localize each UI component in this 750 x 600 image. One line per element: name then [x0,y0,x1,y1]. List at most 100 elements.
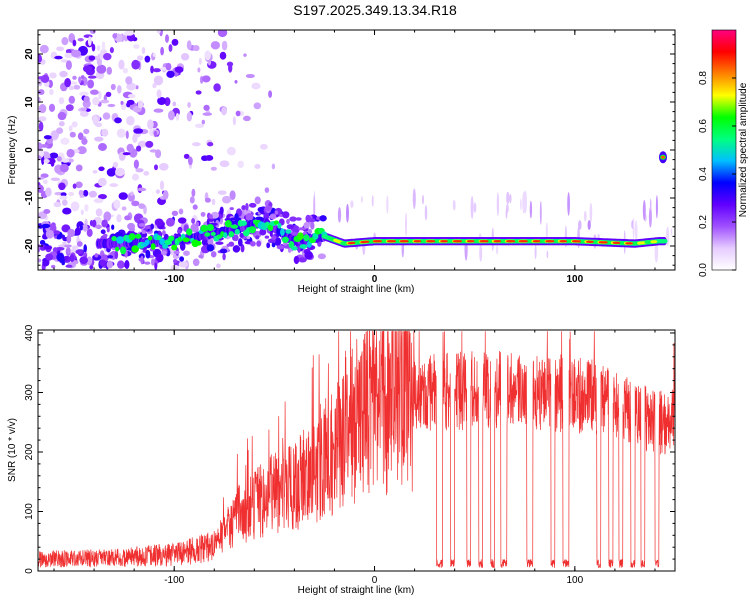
spectrogram-cells [38,30,673,270]
noise-speck [121,206,127,211]
noise-speck [188,156,193,166]
y-tick-label: 0 [24,568,35,574]
ridge-mid [234,228,240,235]
noise-speck [89,30,97,34]
streak [648,206,652,228]
noise-speck [112,33,118,39]
noise-speck [58,121,65,127]
x-tick-label: -100 [164,274,184,285]
noise-speck [122,67,129,74]
streak [655,195,658,219]
noise-speck [133,44,140,49]
streak [520,198,522,211]
noise-speck [242,115,251,122]
band-speck [41,223,51,229]
noise-speck [43,208,51,215]
noise-speck [77,146,87,155]
ridge-mid [291,246,298,251]
noise-speck [65,104,74,112]
band-speck [150,223,155,230]
band-speck [74,227,81,236]
spectrogram-y-label: Frequency (Hz) [7,116,18,185]
noise-speck [38,258,42,263]
noise-speck [59,195,68,200]
noise-speck [109,46,114,54]
noise-speck [155,149,162,159]
noise-speck [60,137,70,145]
noise-speck [87,79,95,89]
noise-speck [221,106,227,116]
noise-speck [38,121,44,132]
streak [422,194,424,205]
ridge-core [562,240,567,243]
noise-speck [137,140,147,148]
noise-speck [54,55,63,60]
noise-speck [61,158,70,163]
noise-speck [76,241,83,247]
band-speck [257,206,264,213]
band-speck [246,236,251,240]
band-speck [61,234,66,240]
band-speck [264,235,270,239]
noise-speck [101,128,109,137]
streak [412,188,416,210]
band-speck [219,248,228,254]
band-speck [271,234,277,241]
ridge-mid [128,233,136,241]
ridge-core [510,240,516,243]
noise-speck [167,110,175,121]
noise-speck [98,177,107,187]
colorbar-tick-label: 0.0 [698,263,709,277]
noise-speck [77,37,84,42]
streak [642,200,646,221]
y-tick-label: 100 [24,503,35,520]
noise-speck [193,45,200,52]
band-speck [45,230,54,239]
noise-speck [156,89,162,99]
band-speck [173,258,178,264]
band-speck [53,230,61,235]
band-speck [206,244,215,252]
streak [452,199,456,211]
ridge-mid [116,236,125,244]
noise-speck [78,189,84,196]
ridge-core [535,240,541,243]
band-speck [286,218,290,225]
colorbar-frame [711,29,737,271]
noise-speck [106,66,113,75]
noise-speck [38,104,47,114]
band-speck [165,217,175,227]
ridge-mid [224,219,232,228]
noise-speck [124,30,134,36]
band-speck [245,213,254,221]
band-speck [259,228,267,236]
ridge-core [416,240,422,243]
noise-speck [75,164,83,172]
noise-speck [232,116,236,126]
streak [345,203,350,223]
streak [473,202,477,213]
band-speck [303,221,310,229]
streak [371,195,374,207]
band-speck [241,205,246,211]
noise-speck [124,215,131,221]
noise-speck [45,187,52,197]
streak [654,240,659,263]
noise-speck [83,95,90,103]
noise-speck [222,253,226,261]
colorbar-tick-label: 0.2 [698,215,709,229]
noise-speck [195,90,202,95]
noise-speck [170,265,180,270]
streak [567,192,570,216]
noise-speck [59,163,69,173]
y-tick-label: 20 [24,48,35,60]
band-speck [106,227,110,233]
noise-speck [217,30,228,38]
band-speck [264,205,273,211]
ridge-core [588,240,594,243]
colorbar-tick-label: 0.4 [698,167,709,181]
noise-speck [152,52,156,57]
noise-speck [92,96,100,106]
ridge-core [430,240,436,243]
